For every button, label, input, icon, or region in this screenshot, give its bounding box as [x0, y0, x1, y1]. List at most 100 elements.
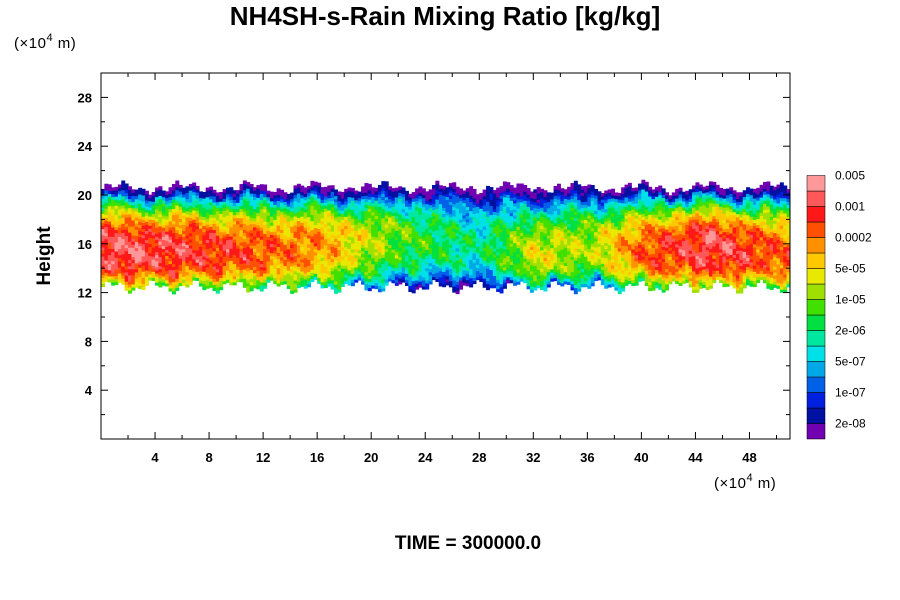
field-cell: [323, 211, 328, 215]
field-cell: [229, 242, 234, 246]
field-cell: [577, 220, 582, 225]
field-cell: [182, 218, 187, 222]
field-cell: [577, 236, 582, 240]
field-cell: [529, 289, 534, 293]
field-cell: [252, 193, 257, 197]
field-cell: [246, 224, 251, 229]
field-cell: [334, 284, 339, 288]
field-cell: [469, 271, 474, 276]
field-cell: [188, 238, 193, 243]
field-cell: [293, 264, 298, 269]
field-cell: [411, 213, 416, 218]
field-cell: [455, 235, 460, 240]
field-cell: [161, 260, 166, 265]
field-cell: [374, 206, 379, 210]
field-cell: [442, 259, 447, 263]
field-cell: [388, 222, 393, 227]
field-cell: [577, 196, 582, 201]
field-cell: [357, 206, 362, 211]
field-cell: [388, 213, 393, 218]
field-cell: [570, 244, 575, 248]
field-cell: [276, 206, 281, 211]
field-cell: [225, 202, 230, 207]
field-cell: [232, 257, 237, 261]
field-cell: [486, 204, 491, 208]
field-cell: [242, 268, 247, 273]
field-cell: [394, 263, 399, 268]
field-cell: [269, 231, 274, 235]
field-cell: [580, 274, 585, 279]
field-cell: [425, 261, 430, 266]
field-cell: [225, 206, 230, 210]
field-cell: [344, 228, 349, 233]
field-cell: [408, 218, 413, 222]
field-cell: [107, 190, 112, 195]
field-cell: [232, 248, 237, 252]
field-cell: [327, 237, 332, 241]
field-cell: [101, 240, 105, 245]
field-cell: [377, 248, 382, 253]
field-cell: [344, 277, 349, 281]
field-cell: [570, 283, 575, 288]
field-cell: [283, 204, 288, 209]
field-cell: [286, 248, 291, 253]
field-cell: [469, 195, 474, 199]
field-cell: [421, 221, 426, 226]
field-cell: [300, 216, 305, 220]
field-cell: [303, 193, 308, 198]
field-cell: [459, 231, 463, 235]
field-cell: [141, 231, 146, 236]
field-cell: [577, 190, 582, 195]
field-cell: [563, 198, 568, 203]
field-cell: [188, 183, 193, 188]
field-cell: [296, 284, 301, 289]
field-cell: [475, 212, 480, 217]
field-cell: [371, 187, 376, 192]
field-cell: [435, 235, 440, 240]
field-cell: [175, 186, 180, 191]
field-cell: [185, 271, 190, 276]
field-cell: [225, 263, 230, 268]
field-cell: [286, 212, 291, 216]
field-cell: [151, 271, 156, 275]
field-cell: [438, 249, 443, 253]
field-cell: [286, 218, 291, 222]
field-cell: [114, 205, 119, 209]
field-cell: [543, 242, 548, 246]
field-cell: [597, 276, 602, 281]
field-cell: [307, 280, 311, 285]
field-cell: [330, 264, 335, 269]
field-cell: [114, 232, 119, 237]
field-cell: [374, 273, 379, 277]
field-cell: [225, 193, 230, 198]
field-cell: [394, 270, 399, 274]
field-cell: [364, 247, 369, 251]
field-cell: [209, 268, 214, 273]
field-cell: [465, 218, 470, 223]
field-cell: [361, 220, 366, 224]
field-cell: [482, 262, 487, 267]
field-cell: [614, 229, 619, 233]
field-cell: [452, 224, 457, 229]
field-cell: [482, 232, 487, 236]
field-cell: [165, 243, 170, 247]
field-cell: [300, 191, 305, 196]
field-cell: [252, 190, 257, 194]
field-cell: [489, 196, 494, 200]
field-cell: [313, 230, 318, 235]
field-cell: [482, 278, 487, 282]
field-cell: [138, 221, 143, 226]
field-cell: [408, 279, 413, 283]
field-cell: [303, 227, 308, 231]
field-cell: [141, 191, 146, 196]
field-cell: [266, 205, 271, 210]
field-cell: [236, 199, 241, 203]
field-cell: [273, 216, 278, 221]
field-cell: [300, 258, 305, 263]
field-cell: [290, 278, 295, 282]
field-cell: [570, 286, 575, 291]
field-cell: [212, 278, 217, 282]
field-cell: [141, 216, 146, 220]
field-cell: [246, 227, 251, 232]
field-cell: [300, 203, 305, 208]
